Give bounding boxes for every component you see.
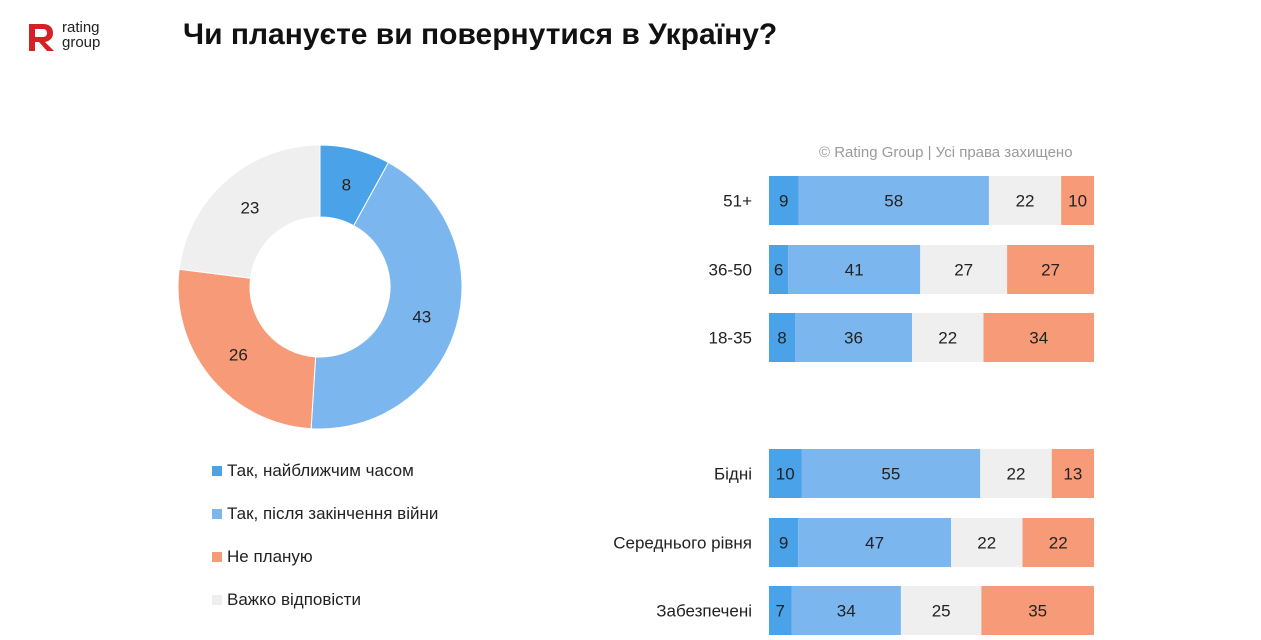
bar-category-label-1: 51+ [723,192,752,211]
bar-value-label-3-1: 8 [777,329,786,348]
bar-value-label-1-2: 58 [884,192,903,211]
bar-segment-4-1 [769,449,802,498]
page-title: Чи плануєте ви повернутися в Україну? [183,18,778,51]
donut-slice-4 [178,144,321,279]
donut-slice-label-1: 8 [342,175,351,194]
legend-label-4: Важко відповісти [227,590,361,609]
bar-segment-2-2 [788,245,921,294]
legend-swatch-3 [212,552,222,562]
bar-value-label-6-1: 7 [776,602,785,621]
bar-value-label-1-3: 22 [1016,192,1035,211]
bar-segment-2-4 [1007,245,1094,294]
bar-segment-1-2 [798,176,989,225]
bar-segment-5-1 [769,518,799,567]
bar-value-label-4-3: 22 [1007,465,1026,484]
bar-value-label-1-4: 10 [1068,192,1087,211]
bar-value-label-6-3: 25 [932,602,951,621]
legend-swatch-4 [212,595,222,605]
donut-slice-label-3: 26 [229,346,248,365]
bar-value-label-5-1: 9 [779,534,788,553]
bar-value-label-2-4: 27 [1041,261,1060,280]
bar-segment-3-4 [983,313,1094,362]
bar-value-label-1-1: 9 [779,192,788,211]
rating-group-logo: rating group [26,18,126,58]
bar-category-label-6: Забезпечені [656,602,752,621]
bar-segment-6-4 [981,586,1094,635]
legend-label-2: Так, після закінчення війни [227,504,439,523]
bar-value-label-3-2: 36 [844,329,863,348]
bar-value-label-5-4: 22 [1049,534,1068,553]
bar-segment-6-1 [769,586,792,635]
bar-value-label-6-4: 35 [1028,602,1047,621]
bar-category-label-5: Середнього рівня [613,534,752,553]
bar-segment-1-4 [1061,176,1094,225]
bar-segment-5-4 [1022,518,1094,567]
bar-segment-6-3 [900,586,982,635]
bar-value-label-6-2: 34 [837,602,856,621]
bar-segment-2-1 [769,245,789,294]
bar-segment-2-3 [920,245,1008,294]
bar-segment-5-3 [951,518,1023,567]
bar-value-label-3-3: 22 [938,329,957,348]
legend-label-1: Так, найближчим часом [227,461,414,480]
bar-segment-3-3 [912,313,984,362]
bar-value-label-2-2: 41 [845,261,864,280]
logo-line-2: group [62,34,101,51]
bar-segment-1-3 [988,176,1062,225]
bar-value-label-4-1: 10 [776,465,795,484]
logo-wordmark: rating group [62,20,100,50]
bar-value-label-2-1: 6 [774,261,783,280]
bar-value-label-2-3: 27 [954,261,973,280]
bar-segment-4-3 [980,449,1052,498]
bar-category-label-3: 18-35 [709,329,752,348]
donut-chart: 8 43 26 23 [177,144,463,430]
logo-r-mark-icon [26,22,56,52]
bar-value-label-5-2: 47 [865,534,884,553]
legend-swatch-1 [212,466,222,476]
bar-segment-4-4 [1051,449,1094,498]
donut-slice-label-2: 43 [412,308,431,327]
legend-label-3: Не планую [227,547,313,566]
bar-value-label-4-4: 13 [1063,465,1082,484]
bar-segment-4-2 [801,449,981,498]
bar-category-label-2: 36-50 [709,261,752,280]
donut-slice-2 [310,161,463,430]
bar-segment-5-2 [798,518,951,567]
logo-line-1: rating [62,19,100,36]
bar-segment-1-1 [769,176,799,225]
bar-value-label-5-3: 22 [977,534,996,553]
bar-segment-3-2 [795,313,912,362]
bar-value-label-3-4: 34 [1029,329,1048,348]
donut-slice-label-4: 23 [240,198,259,217]
bar-segment-6-2 [791,586,901,635]
copyright-notice: © Rating Group | Усі права захищено [819,144,1073,161]
bar-category-label-4: Бідні [714,465,752,484]
legend-swatch-2 [212,509,222,519]
bar-segment-3-1 [769,313,795,362]
donut-slice-3 [177,268,317,430]
bar-value-label-4-2: 55 [881,465,900,484]
